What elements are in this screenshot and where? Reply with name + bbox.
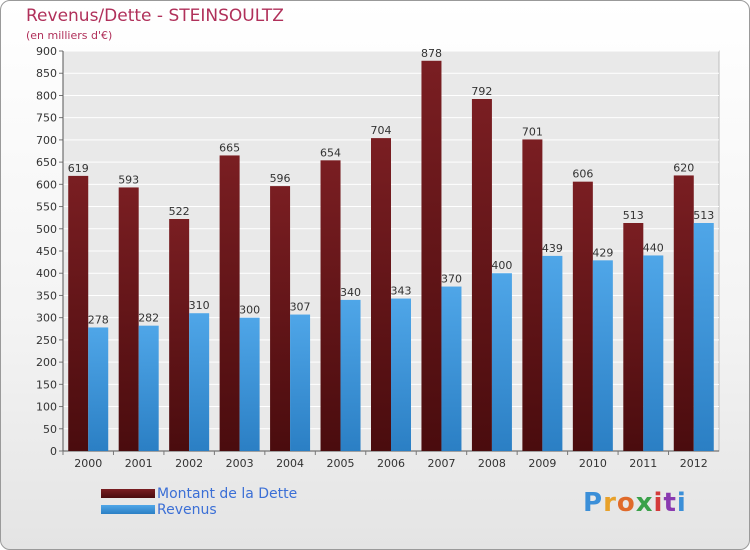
- x-tick-label: 2011: [629, 457, 657, 470]
- revenus-bar: [693, 223, 714, 451]
- y-tick-label: 500: [36, 223, 57, 236]
- y-tick-label: 700: [36, 134, 57, 147]
- data-label: 619: [68, 162, 89, 175]
- data-label: 654: [320, 146, 341, 159]
- dette-bar: [673, 175, 694, 451]
- revenus-bar: [88, 327, 109, 451]
- legend-swatch-dette: [101, 489, 155, 498]
- chart-title: Revenus/Dette - STEINSOULTZ: [26, 6, 284, 26]
- dette-bar: [572, 181, 593, 451]
- x-tick-label: 2007: [427, 457, 455, 470]
- data-label: 300: [239, 304, 260, 317]
- data-label: 522: [169, 205, 190, 218]
- dette-bar: [371, 138, 391, 451]
- x-tick-label: 2002: [175, 457, 203, 470]
- x-tick-label: 2009: [528, 457, 556, 470]
- data-label: 343: [391, 285, 412, 298]
- y-tick-label: 550: [36, 201, 57, 214]
- x-tick-label: 2008: [478, 457, 506, 470]
- data-label: 307: [290, 301, 311, 314]
- y-tick-label: 200: [36, 356, 57, 369]
- x-tick-label: 2006: [377, 457, 405, 470]
- data-label: 792: [471, 85, 492, 98]
- data-label: 278: [88, 313, 109, 326]
- data-label: 878: [421, 47, 442, 60]
- dette-bar: [421, 60, 442, 452]
- data-label: 593: [118, 173, 139, 186]
- data-label: 513: [693, 209, 714, 222]
- dette-bar: [623, 223, 644, 451]
- data-label: 596: [270, 172, 291, 185]
- data-label: 370: [441, 273, 462, 286]
- data-label: 429: [592, 246, 613, 259]
- dette-bar: [118, 187, 139, 451]
- data-label: 340: [340, 286, 361, 299]
- dette-bar: [471, 99, 492, 451]
- x-tick-label: 2004: [276, 457, 304, 470]
- y-tick-label: 300: [36, 312, 57, 325]
- revenus-bar: [592, 260, 613, 451]
- y-tick-label: 150: [36, 378, 57, 391]
- y-tick-label: 0: [50, 445, 57, 458]
- y-tick-label: 750: [36, 112, 57, 125]
- data-label: 606: [572, 168, 593, 181]
- revenus-bar: [239, 317, 260, 451]
- revenus-bar: [138, 325, 159, 451]
- revenus-bar: [491, 273, 512, 451]
- y-tick-label: 650: [36, 156, 57, 169]
- x-tick-label: 2001: [125, 457, 153, 470]
- dette-bar: [169, 219, 190, 451]
- data-label: 439: [542, 242, 563, 255]
- revenus-bar: [340, 299, 361, 451]
- data-label: 440: [643, 241, 664, 254]
- y-tick-label: 800: [36, 89, 57, 102]
- revenus-bar: [441, 286, 462, 451]
- legend-label-dette: Montant de la Dette: [157, 486, 298, 502]
- y-tick-label: 900: [36, 45, 57, 58]
- dette-bar: [320, 160, 341, 452]
- data-label: 513: [623, 209, 644, 222]
- revenus-bar: [290, 314, 311, 451]
- y-tick-label: 450: [36, 245, 57, 258]
- x-tick-label: 2005: [327, 457, 355, 470]
- dette-bar: [219, 155, 240, 451]
- y-tick-label: 250: [36, 334, 57, 347]
- revenus-bar: [391, 298, 411, 451]
- data-label: 701: [522, 125, 543, 138]
- data-label: 282: [138, 312, 159, 325]
- x-tick-label: 2012: [680, 457, 708, 470]
- y-tick-label: 50: [43, 423, 57, 436]
- legend-swatch-revenus: [101, 505, 155, 514]
- revenus-bar: [189, 313, 210, 451]
- chart-subtitle: (en milliers d'€): [26, 29, 113, 42]
- y-tick-label: 100: [36, 401, 57, 414]
- data-label: 310: [189, 299, 210, 312]
- x-tick-label: 2000: [74, 457, 102, 470]
- revenus-bar: [542, 255, 563, 451]
- data-label: 620: [673, 161, 694, 174]
- legend-label-revenus: Revenus: [157, 502, 217, 518]
- proxiti-logo: Proxiti: [583, 488, 687, 518]
- x-tick-label: 2003: [226, 457, 254, 470]
- data-label: 704: [371, 124, 392, 137]
- revenus-bar: [643, 255, 664, 451]
- dette-bar: [522, 139, 543, 451]
- data-label: 400: [491, 259, 512, 272]
- y-tick-label: 600: [36, 178, 57, 191]
- y-tick-label: 400: [36, 267, 57, 280]
- y-tick-label: 850: [36, 67, 57, 80]
- y-tick-label: 350: [36, 289, 57, 302]
- dette-bar: [68, 175, 89, 451]
- data-label: 665: [219, 141, 240, 154]
- x-tick-label: 2010: [579, 457, 607, 470]
- dette-bar: [270, 186, 291, 451]
